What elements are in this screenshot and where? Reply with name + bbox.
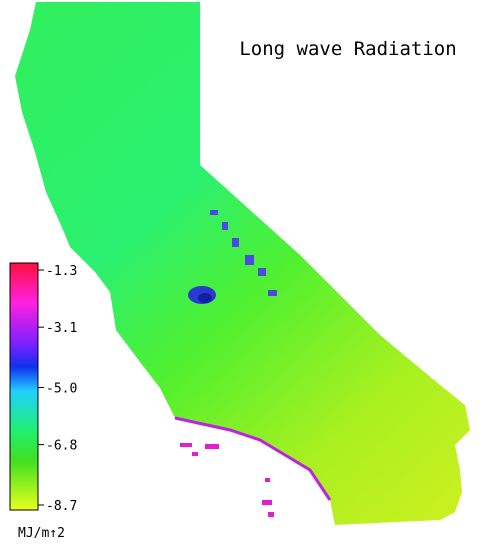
islands: [180, 443, 274, 517]
sierra-patches: [210, 210, 277, 296]
colorbar-tick-label: -1.3: [46, 264, 77, 279]
lake-core: [198, 293, 212, 303]
colorbar-unit: MJ/m↑2: [18, 526, 65, 541]
colorbar-tick-label: -5.0: [46, 382, 77, 397]
colorbar-tick-label: -6.8: [46, 439, 77, 454]
map-title: Long wave Radiation: [239, 38, 456, 60]
coast-edge: [174, 416, 332, 501]
california-land: [15, 2, 470, 525]
colorbar-tick-label: -3.1: [46, 321, 77, 336]
colorbar: [9, 262, 39, 511]
colorbar-tick-label: -8.7: [46, 499, 77, 514]
